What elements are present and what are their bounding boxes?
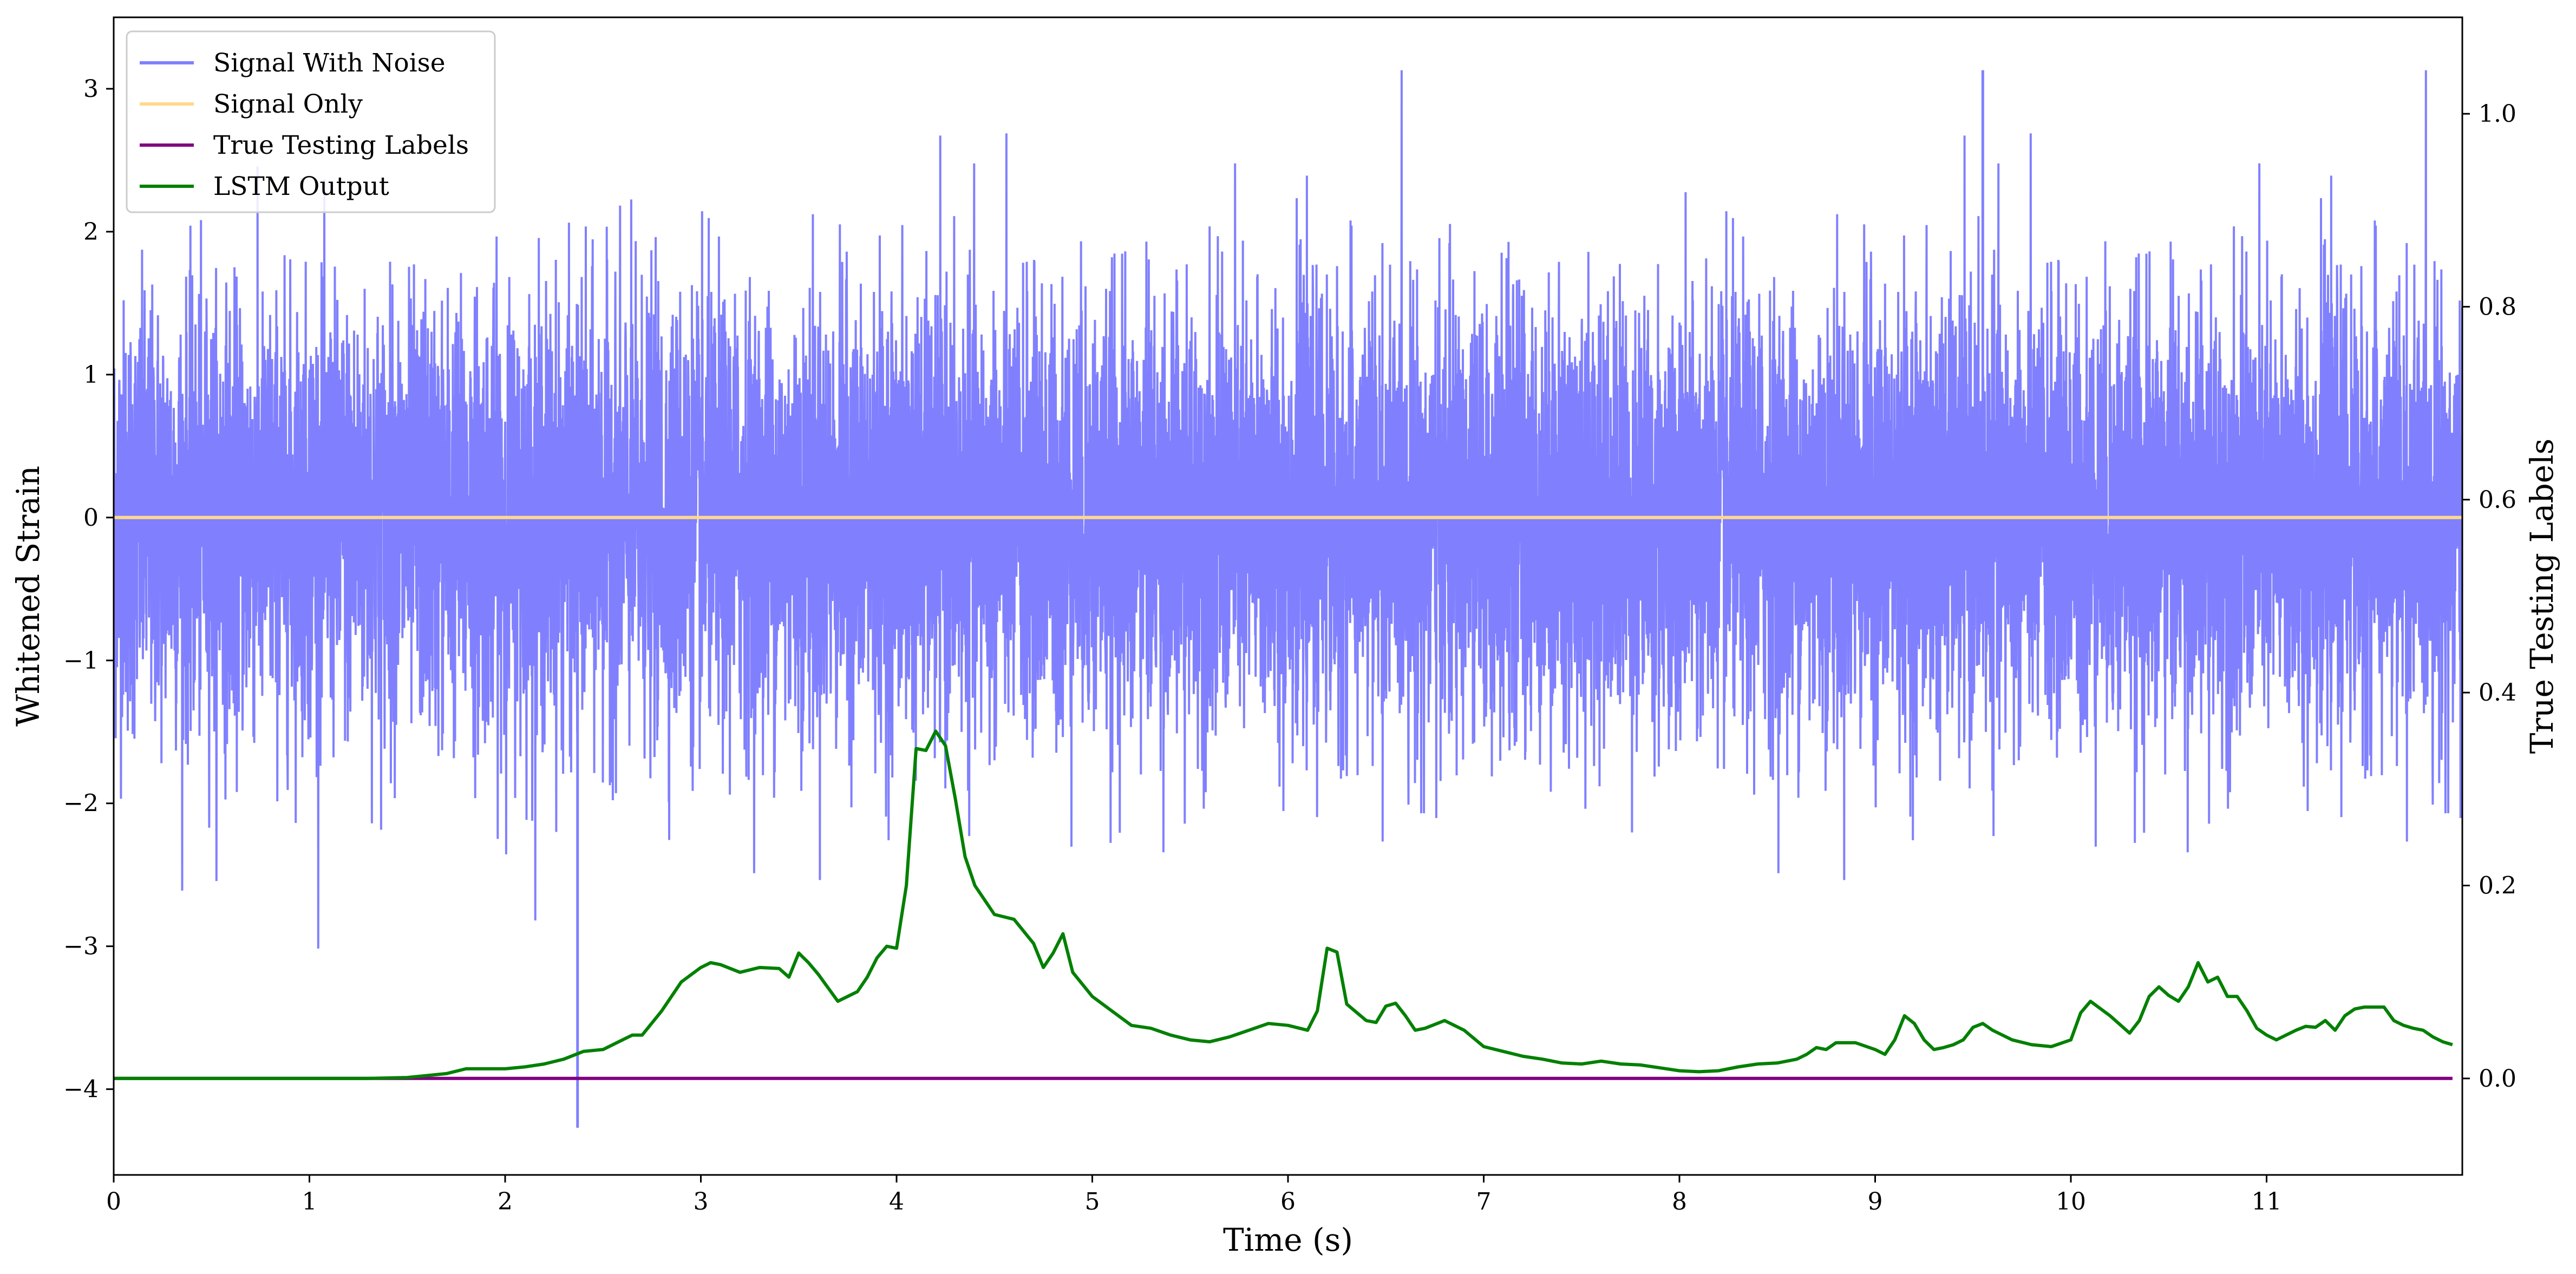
y-left-tick-label: −4: [63, 1076, 99, 1103]
y-right-tick-label: 0.8: [2479, 293, 2516, 321]
legend-label: LSTM Output: [213, 172, 389, 201]
x-tick-label: 1: [302, 1188, 317, 1216]
legend-label: Signal Only: [213, 89, 363, 119]
y-left-tick-label: 3: [83, 75, 99, 103]
series-layer: [114, 515, 2462, 1080]
y-left-tick-label: −3: [63, 933, 99, 961]
y-right-tick-label: 0.2: [2479, 872, 2516, 900]
legend-box: [126, 30, 496, 213]
y-left-tick-label: 1: [83, 361, 99, 389]
y-right-tick-label: 0.6: [2479, 486, 2516, 514]
x-tick-label: 2: [498, 1188, 513, 1216]
y-right-axis-title: True Testing Labels: [2523, 439, 2560, 754]
y-left-tick-label: −1: [63, 647, 99, 675]
x-tick-label: 4: [889, 1188, 904, 1216]
x-tick-label: 11: [2252, 1188, 2282, 1216]
lstm-output-line: [114, 729, 2453, 1080]
x-axis-title: Time (s): [1223, 1221, 1353, 1258]
x-tick-label: 8: [1672, 1188, 1687, 1216]
y-right-tick-label: 0.4: [2479, 679, 2516, 707]
x-tick-label: 5: [1085, 1188, 1100, 1216]
x-tick-label: 9: [1868, 1188, 1883, 1216]
y-left-tick-label: 0: [83, 504, 99, 532]
x-tick-label: 10: [2056, 1188, 2086, 1216]
signal-with-noise-series: [114, 70, 2462, 1128]
y-right-tick-label: 0.0: [2479, 1065, 2516, 1093]
y-left-axis-title: Whitened Strain: [10, 466, 47, 727]
x-tick-label: 6: [1280, 1188, 1296, 1216]
axes-layer: 0 1 2 3 4 5 6 7 8 9 10 11 −4 −3 −2 −1 0 1 2 3 0.0 0.2 0.4 0.6 0.…: [10, 16, 2560, 1258]
y-left-tick-label: −2: [63, 790, 99, 818]
x-tick-label: 7: [1476, 1188, 1492, 1216]
x-tick-label: 3: [694, 1188, 709, 1216]
legend-label: Signal With Noise: [213, 48, 446, 78]
y-left-tick-label: 2: [83, 218, 99, 246]
legend: Signal With Noise Signal Only True Testing…: [126, 30, 496, 213]
y-right-tick-label: 1.0: [2479, 100, 2516, 128]
legend-label: True Testing Labels: [213, 130, 469, 160]
x-tick-label: 0: [106, 1188, 121, 1216]
signal-with-noise-line: [114, 70, 2462, 949]
